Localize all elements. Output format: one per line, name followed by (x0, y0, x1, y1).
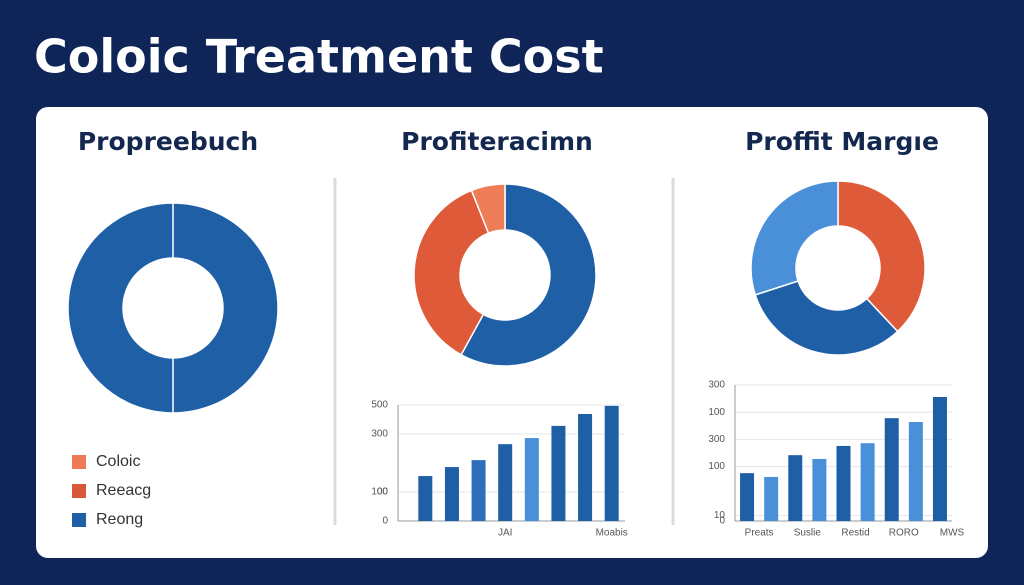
bar (444, 467, 459, 521)
bar (812, 458, 827, 521)
donut-slice (750, 180, 839, 296)
page-title: Coloic Treatment Cost (34, 30, 604, 84)
bar (471, 460, 486, 521)
x-tick-label: Preats (745, 528, 774, 539)
y-tick-label: 300 (708, 380, 725, 391)
bar (740, 473, 755, 521)
legend-swatch (72, 484, 86, 498)
y-tick-label: 300 (371, 429, 388, 440)
x-tick-label: RORO (889, 528, 919, 539)
bar (884, 418, 899, 521)
y-tick-label: 300 (708, 434, 725, 445)
y-tick-label: 0 (719, 516, 725, 527)
x-tick-label: Moabis (596, 528, 628, 539)
donut-slice (460, 183, 597, 367)
y-tick-label: 0 (382, 516, 388, 527)
legend-label: Reeacg (96, 482, 151, 499)
legend-swatch (72, 513, 86, 527)
chart-title: Profiteracimn (401, 127, 593, 156)
y-tick-label: 100 (371, 487, 388, 498)
chart-title: Proffit Margıe (745, 127, 939, 156)
y-tick-label: 100 (708, 407, 725, 418)
x-tick-label: Suslie (794, 528, 822, 539)
x-tick-label: Restid (841, 528, 869, 539)
bar (932, 396, 947, 521)
y-tick-label: 10 (714, 510, 726, 521)
bar (418, 476, 433, 521)
donut-slice (67, 202, 279, 414)
donut-slice (837, 180, 926, 333)
legend-label: Coloic (96, 453, 140, 470)
donut-slice (413, 189, 490, 356)
chart-title: Propreebuch (78, 127, 258, 156)
legend-swatch (72, 455, 86, 469)
x-tick-label: MWS (940, 528, 965, 539)
y-tick-label: 100 (708, 461, 725, 472)
legend-label: Reong (96, 511, 143, 528)
bar (908, 421, 923, 521)
x-tick-label: JAI (498, 528, 512, 539)
donut-slice (470, 183, 506, 235)
bar (551, 425, 566, 521)
bar (498, 444, 513, 521)
bar (764, 476, 779, 521)
y-tick-label: 500 (371, 400, 388, 411)
bar (860, 443, 875, 521)
donut-slice (754, 280, 899, 356)
bar (604, 405, 619, 521)
bar (788, 455, 803, 521)
bar (524, 438, 539, 521)
y-tick-label: 00 (377, 487, 389, 498)
bar (836, 445, 851, 521)
bar (578, 413, 593, 521)
